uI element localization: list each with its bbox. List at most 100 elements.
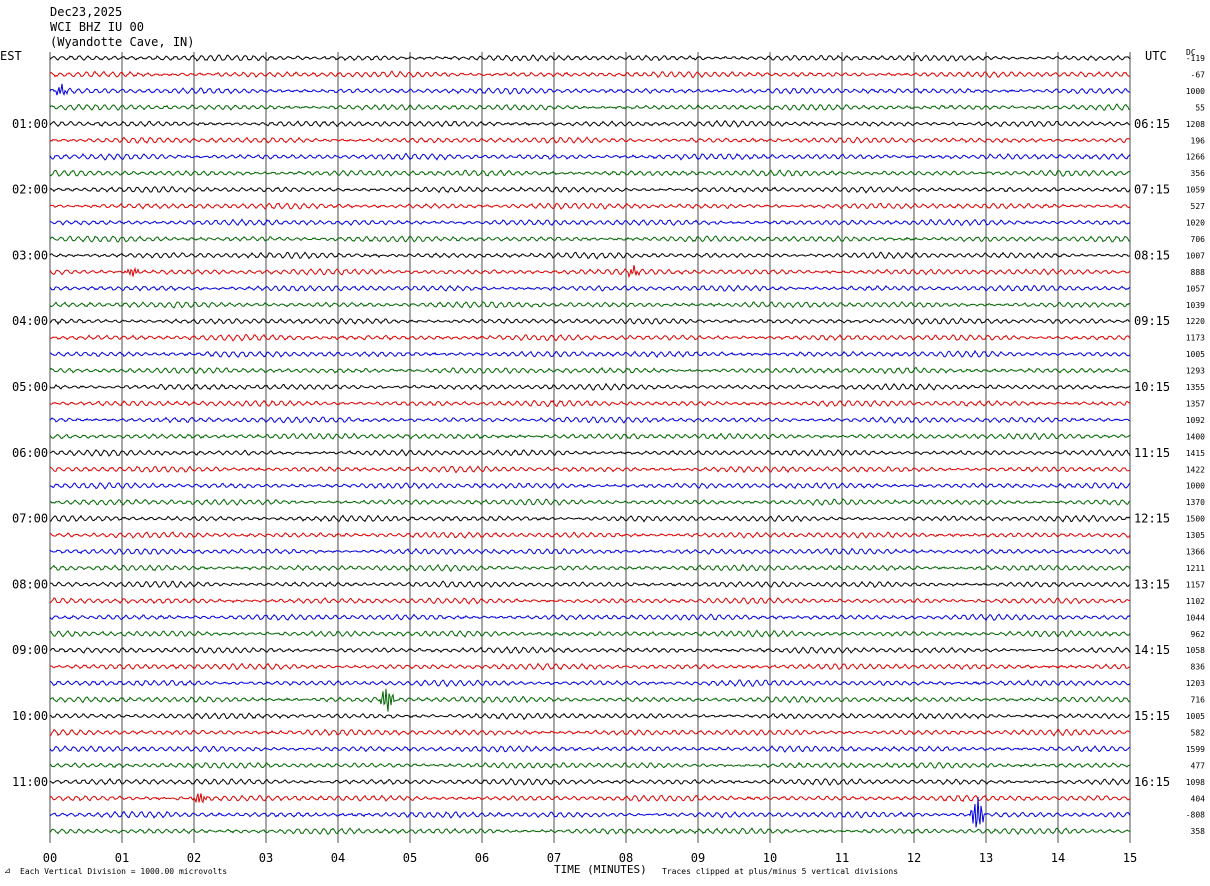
trace-row: [49, 432, 1131, 441]
left-hour-label: 08:00: [12, 577, 48, 591]
dc-offset-label: 1355: [1186, 383, 1205, 392]
dc-offset-label: 1057: [1186, 284, 1205, 293]
hour-labels: 01:00 02:00 03:00 04:00 05:00 06:00 07:00 08:00…: [12, 117, 1170, 789]
x-tick-label: 06: [475, 851, 489, 865]
left-hour-label: 10:00: [12, 709, 48, 723]
right-hour-label: 14:15: [1134, 643, 1170, 657]
trace-row: [49, 186, 1131, 194]
dc-offset-label: 1211: [1186, 564, 1205, 573]
dc-offset-label: 836: [1191, 663, 1206, 672]
dc-offset-label: 1400: [1186, 432, 1205, 441]
trace-row: [49, 333, 1131, 342]
x-axis-ticks: 00 01 02 03 04 05 06 07 08 09 10 11 12 13 14 15: [43, 851, 1137, 865]
trace-row: [49, 597, 1130, 605]
dc-offset-label: 1266: [1186, 153, 1205, 162]
x-tick-label: 05: [403, 851, 417, 865]
trace-row: [49, 777, 1131, 786]
dc-offset-label: 1500: [1186, 515, 1205, 524]
dc-offset-label: 527: [1191, 202, 1206, 211]
trace-row: [49, 827, 1131, 836]
dc-offset-label: 1102: [1186, 597, 1205, 606]
location-label: (Wyandotte Cave, IN): [50, 35, 195, 49]
trace-row: [49, 382, 1131, 391]
x-tick-label: 13: [979, 851, 993, 865]
dc-offset-label: 1000: [1186, 87, 1205, 96]
trace-row: [49, 547, 1131, 556]
x-tick-label: 04: [331, 851, 345, 865]
trace-row: [49, 531, 1131, 539]
scale-mark-icon: ⊿: [4, 866, 11, 875]
dc-offset-label: 1599: [1186, 745, 1205, 754]
dc-offset-label: 1157: [1186, 580, 1205, 589]
trace-row: [49, 349, 1131, 358]
dc-offset-labels: -119 -67 1000 55 1208 196 1266 356 1059 527 1020 70…: [1186, 54, 1205, 836]
x-tick-label: 15: [1123, 851, 1137, 865]
dc-offset-label: 1092: [1186, 416, 1205, 425]
trace-row: [49, 465, 1131, 474]
trace-row: [49, 761, 1131, 769]
dc-offset-label: 1000: [1186, 482, 1205, 491]
dc-offset-label: 1293: [1186, 367, 1205, 376]
trace-row: [49, 679, 1131, 688]
dc-offset-label: 1357: [1186, 399, 1205, 408]
dc-offset-label: 1098: [1186, 778, 1205, 787]
dc-offset-label: 1059: [1186, 186, 1205, 195]
trace-row: [49, 728, 1131, 737]
trace-row: [49, 646, 1131, 654]
dc-offset-label: 1039: [1186, 301, 1205, 310]
trace-row: [49, 712, 1131, 721]
trace-row: [49, 136, 1131, 144]
x-tick-label: 12: [907, 851, 921, 865]
trace-row: [49, 300, 1131, 309]
dc-offset-label: 888: [1191, 268, 1206, 277]
trace-row: [49, 796, 1131, 828]
dc-offset-label: 1005: [1186, 712, 1205, 721]
trace-row: [49, 284, 1131, 292]
date-label: Dec23,2025: [50, 5, 123, 19]
trace-row: [49, 251, 1131, 260]
trace-row: [49, 235, 1130, 243]
trace-row: [49, 54, 1131, 62]
dc-offset-label: 1203: [1186, 679, 1205, 688]
trace-row: [49, 498, 1131, 507]
trace-row: [49, 514, 1131, 523]
left-hour-label: 06:00: [12, 446, 48, 460]
trace-row: [49, 317, 1131, 326]
trace-row: [49, 202, 1131, 210]
left-hour-label: 05:00: [12, 380, 48, 394]
trace-row: [49, 482, 1131, 490]
dc-offset-label: 356: [1191, 169, 1206, 178]
scale-note: Each Vertical Division = 1000.00 microvo…: [20, 867, 228, 876]
dc-offset-label: 1370: [1186, 498, 1205, 507]
right-hour-label: 11:15: [1134, 446, 1170, 460]
x-axis-label: TIME (MINUTES): [554, 863, 647, 876]
x-tick-label: 01: [115, 851, 129, 865]
trace-row: [49, 793, 1131, 804]
trace-row: [49, 169, 1131, 177]
right-hour-label: 09:15: [1134, 314, 1170, 328]
dc-offset-label: 716: [1191, 696, 1206, 705]
left-hour-label: 03:00: [12, 248, 48, 262]
trace-row: [49, 416, 1131, 424]
trace-row: [49, 580, 1131, 588]
x-tick-label: 09: [691, 851, 705, 865]
dc-offset-label: 962: [1191, 630, 1206, 639]
x-tick-label: 08: [619, 851, 633, 865]
trace-row: [50, 662, 1131, 671]
right-hour-label: 10:15: [1134, 380, 1170, 394]
right-hour-label: 08:15: [1134, 248, 1170, 262]
right-hour-label: 13:15: [1134, 577, 1170, 591]
trace-row: [49, 218, 1131, 227]
x-tick-label: 00: [43, 851, 57, 865]
dc-offset-label: 477: [1191, 761, 1206, 770]
left-hour-label: 01:00: [12, 117, 48, 131]
dc-offset-label: 1020: [1186, 219, 1205, 228]
right-hour-label: 12:15: [1134, 512, 1170, 526]
dc-offset-label: 1415: [1186, 449, 1205, 458]
dc-offset-label: 1005: [1186, 350, 1205, 359]
trace-row: [49, 70, 1131, 79]
station-label: WCI BHZ IU 00: [50, 20, 144, 34]
trace-group: [49, 54, 1131, 836]
left-hour-label: 11:00: [12, 775, 48, 789]
